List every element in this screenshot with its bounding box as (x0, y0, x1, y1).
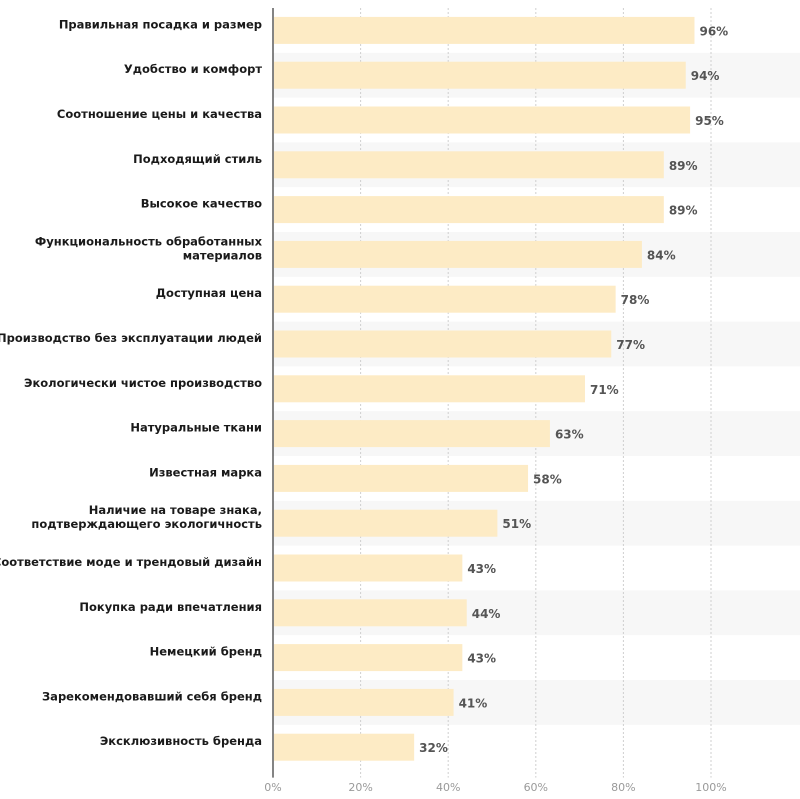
value-label: 77% (616, 338, 645, 352)
tick-label: 80% (611, 781, 635, 794)
value-label: 32% (419, 741, 448, 755)
category-label-line: Правильная посадка и размер (59, 17, 262, 31)
tick-label: 0% (264, 781, 281, 794)
category-label-line: Соотношение цены и качества (57, 107, 262, 121)
value-label: 95% (695, 114, 724, 128)
category-label-line: подтверждающего экологичность (31, 517, 262, 531)
bar (274, 285, 616, 313)
bar (274, 733, 415, 761)
category-label-line: материалов (183, 248, 262, 262)
category-label-line: Натуральные ткани (130, 421, 262, 435)
value-label: 89% (669, 159, 698, 173)
category-label: Функциональность обработанных материалов (35, 234, 263, 262)
tick-label: 40% (436, 781, 460, 794)
bars (274, 16, 695, 761)
category-label-line: Экологически чистое производство (24, 376, 262, 390)
category-label: Экологически чистое производство (24, 376, 262, 390)
category-label: Соотношение цены и качества (57, 107, 262, 121)
bar (274, 644, 463, 672)
category-label-line: Производство без эксплуатации людей (0, 331, 262, 345)
category-label: Эксклюзивность бренда (100, 734, 262, 748)
category-label-line: Доступная цена (156, 286, 262, 300)
category-label-line: Соответствие моде и трендовый дизайн (0, 555, 262, 569)
category-label: Соответствие моде и трендовый дизайн (0, 555, 262, 569)
category-label: Правильная посадка и размер (59, 17, 262, 31)
bar (274, 554, 463, 582)
bar (274, 330, 612, 358)
category-label: Покупка ради впечатления (79, 600, 262, 614)
category-label-line: Покупка ради впечатления (79, 600, 262, 614)
value-label: 44% (472, 607, 501, 621)
category-label-line: Эксклюзивность бренда (100, 734, 262, 748)
x-axis-ticks: 0% 20% 40% 60% 80% 100% (264, 781, 726, 794)
bar (274, 509, 498, 537)
category-label: Наличие на товаре знака, подтверждающего … (31, 503, 262, 531)
bar (274, 420, 550, 448)
value-label: 41% (459, 696, 488, 710)
category-label-line: Немецкий бренд (150, 645, 262, 659)
value-label: 96% (699, 24, 728, 38)
category-labels: Правильная посадка и размер Удобство и ко… (0, 17, 263, 748)
category-label-line: Зарекомендовавший себя бренд (42, 689, 262, 703)
value-label: 58% (533, 472, 562, 486)
category-label: Известная марка (149, 465, 262, 479)
bar (274, 599, 467, 627)
bar (274, 61, 686, 89)
value-label: 84% (647, 248, 676, 262)
value-label: 78% (621, 293, 650, 307)
category-label-line: Функциональность обработанных (35, 234, 263, 248)
bar (274, 16, 695, 44)
value-label: 51% (502, 517, 531, 531)
category-label: Подходящий стиль (133, 152, 262, 166)
value-label: 71% (590, 383, 619, 397)
bar (274, 375, 585, 403)
category-label-line: Наличие на товаре знака, (89, 503, 262, 517)
category-label: Доступная цена (156, 286, 262, 300)
category-label: Немецкий бренд (150, 645, 262, 659)
tick-label: 60% (524, 781, 548, 794)
category-label: Производство без эксплуатации людей (0, 331, 262, 345)
bar (274, 106, 691, 134)
category-label-line: Известная марка (149, 465, 262, 479)
category-label-line: Высокое качество (141, 197, 262, 211)
value-label: 43% (467, 652, 496, 666)
category-label: Зарекомендовавший себя бренд (42, 689, 262, 703)
value-label: 63% (555, 428, 584, 442)
category-label: Высокое качество (141, 197, 262, 211)
category-label-line: Подходящий стиль (133, 152, 262, 166)
category-label-line: Удобство и комфорт (124, 62, 262, 76)
tick-label: 100% (695, 781, 726, 794)
value-labels: 96% 94% 95% 89% 89% 84% 78% 77% 71% 63% 58% 51% 43% 4… (419, 24, 728, 755)
bar (274, 688, 454, 716)
bar (274, 240, 642, 268)
bar (274, 196, 664, 224)
category-label: Удобство и комфорт (124, 62, 262, 76)
value-label: 89% (669, 204, 698, 218)
bar (274, 151, 664, 179)
category-label: Натуральные ткани (130, 421, 262, 435)
value-label: 94% (691, 69, 720, 83)
bar (274, 464, 529, 492)
value-label: 43% (467, 562, 496, 576)
tick-label: 20% (348, 781, 372, 794)
